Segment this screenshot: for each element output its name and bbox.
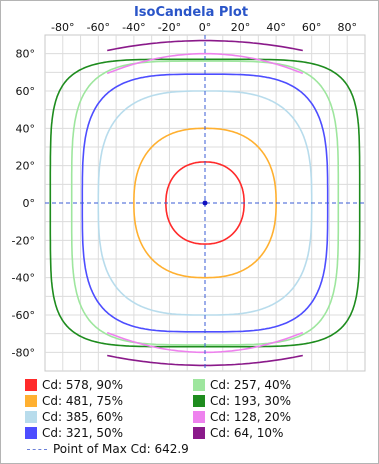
legend-swatch <box>193 411 205 423</box>
legend-label: Cd: 481, 75% <box>42 394 124 408</box>
legend-swatch <box>25 395 37 407</box>
legend-label: Cd: 193, 30% <box>210 394 292 408</box>
legend-swatch <box>25 411 37 423</box>
legend-label: Cd: 128, 20% <box>210 410 292 424</box>
legend-item: Cd: 385, 60% <box>25 409 193 425</box>
legend-row: Cd: 578, 90% Cd: 257, 40% <box>25 377 365 393</box>
x-axis-ticks: -80° -60° -40° -20° 0° 20° 40° 60° 80° <box>51 21 357 34</box>
legend-label: Cd: 321, 50% <box>42 426 124 440</box>
contour-line <box>70 60 340 346</box>
x-tick-label: 0° <box>199 21 212 34</box>
y-tick-label: -20° <box>12 234 35 247</box>
contour-line <box>106 52 304 75</box>
legend-item: Cd: 64, 10% <box>193 425 361 441</box>
legend-row: Cd: 481, 75% Cd: 193, 30% <box>25 393 365 409</box>
max-point-marker <box>202 200 208 206</box>
y-tick-label: 60° <box>16 85 36 98</box>
contour-lines <box>49 39 361 367</box>
legend-row: Cd: 321, 50% Cd: 64, 10% <box>25 425 365 441</box>
y-tick-label: -60° <box>12 309 35 322</box>
x-tick-label: -80° <box>51 21 74 34</box>
legend-row: Cd: 385, 60% Cd: 128, 20% <box>25 409 365 425</box>
contour-line <box>49 58 361 348</box>
max-point-line-sample <box>27 448 47 450</box>
legend-label: Cd: 64, 10% <box>210 426 284 440</box>
x-tick-label: -20° <box>158 21 181 34</box>
x-tick-label: -40° <box>122 21 145 34</box>
zero-axes <box>45 35 365 371</box>
legend-swatch <box>193 395 205 407</box>
x-tick-label: 80° <box>337 21 357 34</box>
y-axis-ticks: 80° 60° 40° 20° 0° -20° -40° -60° -80° <box>12 48 35 360</box>
legend: Cd: 578, 90% Cd: 257, 40% Cd: 481, 75% Cd: … <box>25 377 365 457</box>
y-tick-label: 80° <box>16 48 36 61</box>
y-tick-label: -40° <box>12 272 35 285</box>
legend-label: Cd: 385, 60% <box>42 410 124 424</box>
legend-item: Cd: 193, 30% <box>193 393 361 409</box>
contour-line <box>133 127 277 279</box>
contour-line <box>97 90 313 316</box>
x-tick-label: 40° <box>266 21 286 34</box>
y-tick-label: 0° <box>23 197 36 210</box>
max-point-label: Point of Max Cd: 642.9 <box>53 442 189 456</box>
y-tick-label: -80° <box>12 346 35 359</box>
legend-label: Cd: 578, 90% <box>42 378 124 392</box>
x-tick-label: -60° <box>87 21 110 34</box>
x-tick-label: 60° <box>302 21 322 34</box>
legend-item: Cd: 578, 90% <box>25 377 193 393</box>
legend-item: Cd: 128, 20% <box>193 409 361 425</box>
legend-max-point: Point of Max Cd: 642.9 <box>25 441 365 457</box>
legend-item: Cd: 481, 75% <box>25 393 193 409</box>
legend-swatch <box>193 427 205 439</box>
legend-item: Cd: 321, 50% <box>25 425 193 441</box>
legend-label: Cd: 257, 40% <box>210 378 292 392</box>
chart-title: IsoCandela Plot <box>134 5 248 20</box>
x-tick-label: 20° <box>231 21 251 34</box>
isocandela-plot: IsoCandela Plot -80° -60° -40° -20° 0° 20° 40°… <box>12 5 366 372</box>
y-tick-label: 20° <box>16 160 36 173</box>
y-tick-label: 40° <box>16 122 36 135</box>
contour-line <box>107 39 303 52</box>
legend-item: Cd: 257, 40% <box>193 377 361 393</box>
legend-swatch <box>25 379 37 391</box>
legend-swatch <box>193 379 205 391</box>
legend-swatch <box>25 427 37 439</box>
